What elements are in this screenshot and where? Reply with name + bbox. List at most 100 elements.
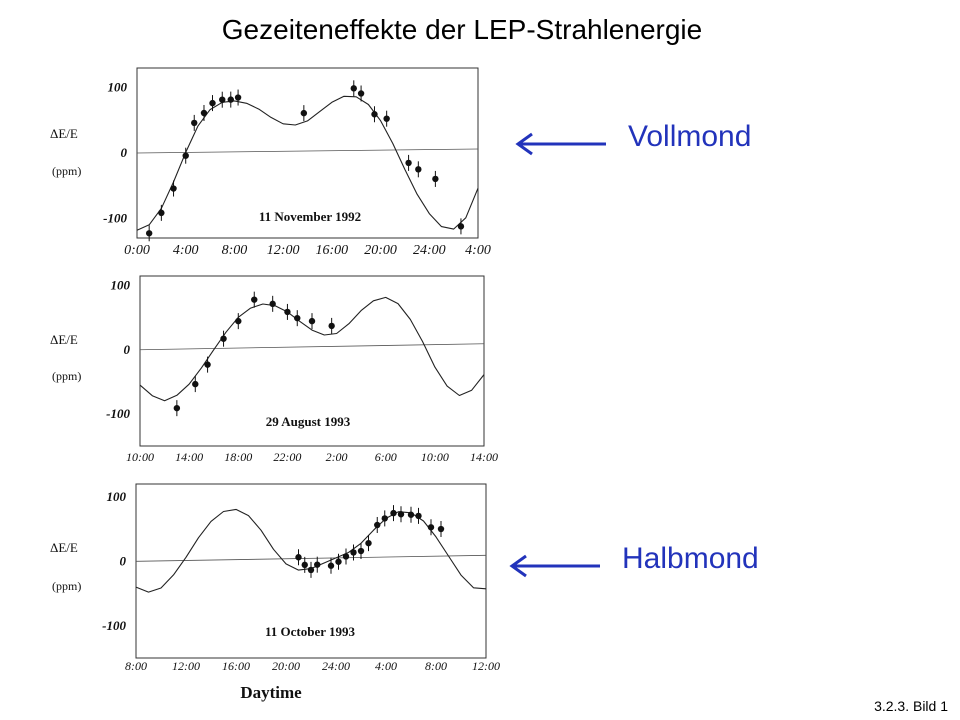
- x-tick-label: 14:00: [470, 450, 498, 464]
- halbmond-label: Halbmond: [622, 542, 759, 575]
- data-point: [173, 404, 181, 412]
- data-point: [415, 166, 422, 173]
- zero-line: [139, 343, 485, 351]
- plot-frame: [135, 483, 487, 659]
- data-point: [191, 119, 198, 127]
- data-point: [269, 300, 276, 308]
- y-axis-unit: (ppm): [52, 369, 81, 383]
- data-point: [301, 561, 308, 569]
- x-tick-label: 12:00: [472, 659, 500, 673]
- x-tick-label: 10:00: [126, 450, 154, 464]
- data-point: [342, 553, 350, 560]
- x-tick-label: 18:00: [224, 450, 252, 464]
- data-point: [381, 515, 388, 522]
- data-point: [300, 109, 308, 117]
- x-tick-label: 8:00: [125, 659, 147, 673]
- y-tick-label: -100: [106, 406, 130, 421]
- data-point: [457, 223, 465, 230]
- x-tick-label: 16:00: [222, 659, 250, 673]
- x-tick-label: 12:00: [267, 243, 300, 258]
- data-point: [350, 549, 357, 556]
- zero-line: [135, 554, 487, 562]
- x-axis-label: Daytime: [240, 683, 302, 702]
- data-point: [204, 361, 211, 368]
- data-point: [251, 296, 258, 303]
- data-point: [397, 511, 405, 518]
- y-tick-label: 0: [124, 342, 131, 357]
- data-point: [235, 317, 242, 325]
- data-point: [209, 99, 216, 107]
- x-tick-label: 8:00: [425, 659, 447, 673]
- x-tick-label: 20:00: [364, 243, 397, 258]
- x-tick-label: 12:00: [172, 659, 200, 673]
- y-axis-unit: (ppm): [52, 164, 81, 178]
- data-point: [427, 524, 435, 531]
- x-tick-label: 16:00: [316, 243, 349, 258]
- data-point: [308, 317, 316, 325]
- data-point: [219, 96, 226, 103]
- model-curve: [135, 508, 487, 593]
- x-tick-label: 4:00: [465, 243, 491, 258]
- x-tick-label: 6:00: [375, 450, 397, 464]
- x-tick-label: 24:00: [322, 659, 350, 673]
- data-point: [192, 380, 199, 388]
- data-point: [234, 94, 242, 101]
- data-point: [182, 152, 189, 159]
- data-point: [432, 175, 439, 183]
- data-point: [145, 230, 153, 237]
- x-tick-label: 0:00: [124, 243, 150, 258]
- y-tick-label: -100: [103, 210, 127, 225]
- x-tick-label: 4:00: [173, 243, 199, 258]
- data-point: [365, 539, 372, 547]
- y-axis-label: ΔE/E: [50, 126, 78, 141]
- data-point: [327, 562, 335, 569]
- data-point: [415, 512, 422, 520]
- data-point: [371, 111, 378, 118]
- data-point: [294, 314, 301, 322]
- data-point: [405, 159, 412, 167]
- y-tick-label: 0: [121, 145, 128, 160]
- left-arrow-icon: [509, 554, 600, 578]
- plot-frame: [139, 275, 485, 447]
- y-tick-label: 100: [107, 489, 127, 504]
- data-point: [220, 335, 227, 342]
- left-arrow-icon: [515, 132, 606, 156]
- y-axis-label: ΔE/E: [50, 332, 78, 347]
- data-point: [158, 209, 165, 217]
- model-curve: [139, 296, 485, 402]
- data-point: [307, 566, 315, 574]
- data-point: [350, 85, 357, 92]
- data-point: [437, 525, 445, 533]
- x-tick-label: 10:00: [421, 450, 449, 464]
- x-tick-label: 4:00: [375, 659, 397, 673]
- slide-title: Gezeiteneffekte der LEP-Strahlenergie: [221, 14, 703, 45]
- y-tick-label: -100: [102, 618, 126, 633]
- y-axis-unit: (ppm): [52, 579, 81, 593]
- x-tick-label: 2:00: [326, 450, 348, 464]
- slide-reference: 3.2.3. Bild 1: [874, 698, 948, 714]
- data-point: [295, 554, 302, 561]
- data-point: [357, 547, 365, 555]
- y-tick-label: 0: [120, 553, 127, 568]
- chart-date-label: 29 August 1993: [266, 414, 351, 429]
- x-tick-label: 14:00: [175, 450, 203, 464]
- model-curve: [136, 95, 479, 231]
- data-point: [383, 115, 390, 122]
- data-point: [170, 185, 177, 192]
- vollmond-label: Vollmond: [628, 120, 752, 153]
- y-tick-label: 100: [108, 80, 128, 95]
- zero-line: [136, 148, 479, 154]
- chart-date-label: 11 November 1992: [259, 209, 361, 224]
- data-point: [314, 561, 321, 568]
- data-point: [357, 90, 365, 97]
- y-axis-label: ΔE/E: [50, 540, 78, 555]
- y-tick-label: 100: [111, 278, 131, 293]
- x-tick-label: 20:00: [272, 659, 300, 673]
- chart-date-label: 11 October 1993: [265, 624, 356, 639]
- data-point: [200, 109, 208, 117]
- data-point: [390, 509, 397, 517]
- data-point: [407, 511, 415, 518]
